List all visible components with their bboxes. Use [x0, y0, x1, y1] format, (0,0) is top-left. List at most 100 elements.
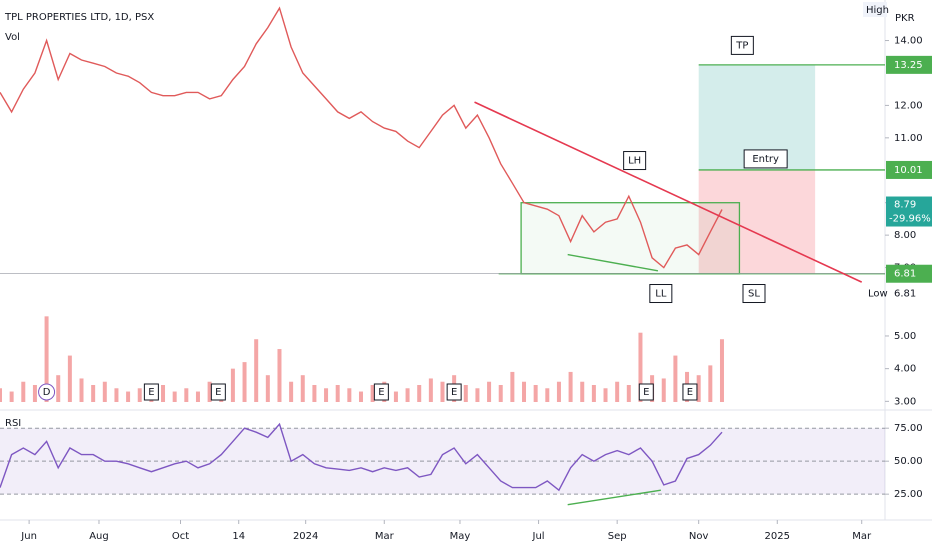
y-tick-label: 75.00 [894, 423, 923, 434]
event-marker [446, 383, 462, 401]
y-tick-label: 3.00 [894, 396, 916, 407]
event-label: E [215, 387, 221, 398]
volume-bar [79, 378, 84, 402]
volume-bar [56, 375, 61, 402]
volume-bar [102, 381, 107, 402]
volume-bar [661, 378, 666, 402]
level-label: 10.01 [894, 165, 923, 176]
event-label: D [43, 387, 51, 398]
y-tick-label: 25.00 [894, 489, 923, 500]
price-change: -29.96% [889, 214, 931, 225]
volume-bar [533, 385, 538, 402]
series-line [0, 422, 723, 492]
annotation-label: LL [655, 289, 667, 300]
level-label: 13.25 [894, 60, 923, 71]
volume-bar [719, 339, 724, 402]
volume-bar [126, 391, 131, 402]
event-marker [682, 383, 698, 401]
volume-bar [708, 365, 713, 402]
volume-bar [556, 381, 561, 402]
volume-bar [277, 349, 282, 402]
high-label: High [866, 5, 889, 16]
y-tick-label: 4.00 [894, 364, 916, 375]
annotation-box [730, 35, 754, 55]
volume-bar [114, 388, 119, 402]
series-line [0, 6, 723, 269]
volume-bar [242, 362, 247, 402]
annotation-label: Entry [752, 154, 779, 165]
volume-bar [358, 391, 363, 402]
stop-loss-zone [698, 169, 816, 274]
x-tick-label: Jun [20, 531, 37, 542]
volume-bar [615, 381, 620, 402]
price-divergence [567, 253, 659, 272]
volume-bar [0, 388, 2, 402]
volume-bar [603, 388, 608, 402]
annotation-label: LH [628, 156, 641, 167]
volume-bar [161, 385, 166, 402]
volume-bar [580, 381, 585, 402]
volume-bar [347, 388, 352, 402]
volume-bar [463, 385, 468, 402]
level-tag [886, 55, 932, 74]
currency: PKR [895, 13, 915, 24]
x-tick-label: Jul [532, 531, 545, 542]
high-tag [863, 2, 887, 17]
x-tick-label: Aug [89, 531, 109, 542]
y-tick-label: 12.00 [894, 100, 923, 111]
x-tick-label: May [450, 531, 471, 542]
x-tick-label: Mar [375, 531, 395, 542]
volume-bar [184, 388, 189, 402]
volume-bar [417, 385, 422, 402]
volume-bar [393, 391, 398, 402]
volume-bar [172, 391, 177, 402]
volume-bar [137, 388, 142, 402]
volume-bar [638, 332, 643, 402]
annotation-box [742, 284, 766, 304]
volume-bar [428, 378, 433, 402]
volume-bar [335, 385, 340, 402]
chart-title: TPL PROPERTIES LTD, 1D, PSX [4, 12, 154, 23]
volume-bar [9, 391, 14, 402]
event-label: E [451, 387, 457, 398]
level-tag [886, 160, 932, 179]
x-tick-label: Oct [172, 531, 189, 542]
volume-bar [696, 375, 701, 402]
volume-bar [591, 385, 596, 402]
volume-bar [568, 371, 573, 402]
last-price-tag [886, 196, 932, 227]
x-tick-label: 2024 [293, 531, 318, 542]
event-marker [38, 383, 56, 401]
low-label: Low [868, 289, 888, 300]
low-value: 6.81 [894, 289, 916, 300]
y-tick-label: 11.00 [894, 133, 923, 144]
event-label: E [687, 387, 693, 398]
volume-bar [673, 355, 678, 402]
rsi-divergence [567, 489, 661, 506]
level-label: 6.81 [894, 269, 916, 280]
volume-bar [370, 385, 375, 402]
last-price: 8.79 [894, 200, 916, 211]
volume-bar [32, 385, 37, 402]
trendline [474, 101, 863, 283]
y-tick-label: 14.00 [894, 36, 923, 47]
volume-bar [312, 385, 317, 402]
volume-bar [91, 385, 96, 402]
x-tick-label: 14 [232, 531, 245, 542]
y-tick-label: 8.00 [894, 230, 916, 241]
volume-bar [230, 368, 235, 402]
annotation-label: SL [748, 289, 760, 300]
volume-bar [510, 371, 515, 402]
rsi-label: RSI [5, 418, 21, 429]
event-label: E [643, 387, 649, 398]
annotation-label: TP [735, 40, 748, 51]
volume-bar [475, 388, 480, 402]
annotation-box [649, 284, 673, 304]
volume-bar [487, 381, 492, 402]
x-tick-label: Sep [608, 531, 627, 542]
event-label: E [148, 387, 154, 398]
volume-bar [289, 381, 294, 402]
level-tag [886, 264, 932, 283]
